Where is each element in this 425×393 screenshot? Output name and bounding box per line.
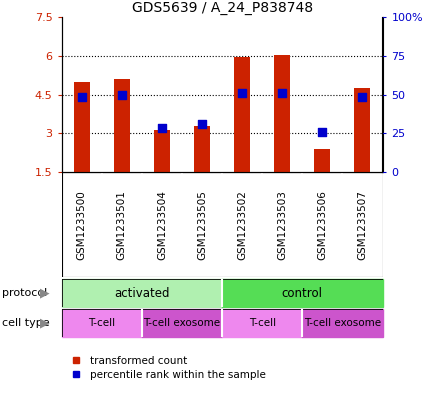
Point <box>119 92 125 98</box>
Title: GDS5639 / A_24_P838748: GDS5639 / A_24_P838748 <box>131 1 313 15</box>
Point <box>159 125 165 131</box>
Text: GSM1233505: GSM1233505 <box>197 190 207 260</box>
Text: T-cell exosome: T-cell exosome <box>304 318 381 328</box>
Text: ▶: ▶ <box>40 317 49 330</box>
Point <box>319 129 326 135</box>
Text: GSM1233503: GSM1233503 <box>277 190 287 260</box>
Point <box>239 90 246 97</box>
Bar <box>354 88 371 172</box>
Text: GSM1233506: GSM1233506 <box>317 190 327 260</box>
Text: activated: activated <box>114 286 170 299</box>
Text: cell type: cell type <box>2 318 50 328</box>
Bar <box>74 82 90 172</box>
Text: GSM1233507: GSM1233507 <box>357 190 368 260</box>
Bar <box>222 309 302 337</box>
Bar <box>62 279 222 307</box>
Text: GSM1233501: GSM1233501 <box>117 190 127 260</box>
Text: protocol: protocol <box>2 288 47 298</box>
Text: ▶: ▶ <box>40 286 49 299</box>
Text: T-cell: T-cell <box>88 318 115 328</box>
Bar <box>274 55 290 172</box>
Legend: transformed count, percentile rank within the sample: transformed count, percentile rank withi… <box>67 352 270 384</box>
Point <box>279 90 286 97</box>
Text: GSM1233502: GSM1233502 <box>237 190 247 260</box>
Bar <box>114 79 130 172</box>
Text: T-cell: T-cell <box>249 318 276 328</box>
Bar <box>154 130 170 172</box>
Point <box>78 94 85 100</box>
Point <box>359 94 366 100</box>
Point <box>198 121 205 127</box>
Bar <box>234 57 250 172</box>
Text: T-cell exosome: T-cell exosome <box>143 318 221 328</box>
Text: GSM1233500: GSM1233500 <box>76 190 87 259</box>
Bar <box>314 149 330 172</box>
Text: control: control <box>282 286 323 299</box>
Bar <box>302 309 382 337</box>
Bar <box>142 309 222 337</box>
Text: GSM1233504: GSM1233504 <box>157 190 167 260</box>
Bar <box>222 279 382 307</box>
Bar <box>194 126 210 172</box>
Bar <box>62 309 142 337</box>
